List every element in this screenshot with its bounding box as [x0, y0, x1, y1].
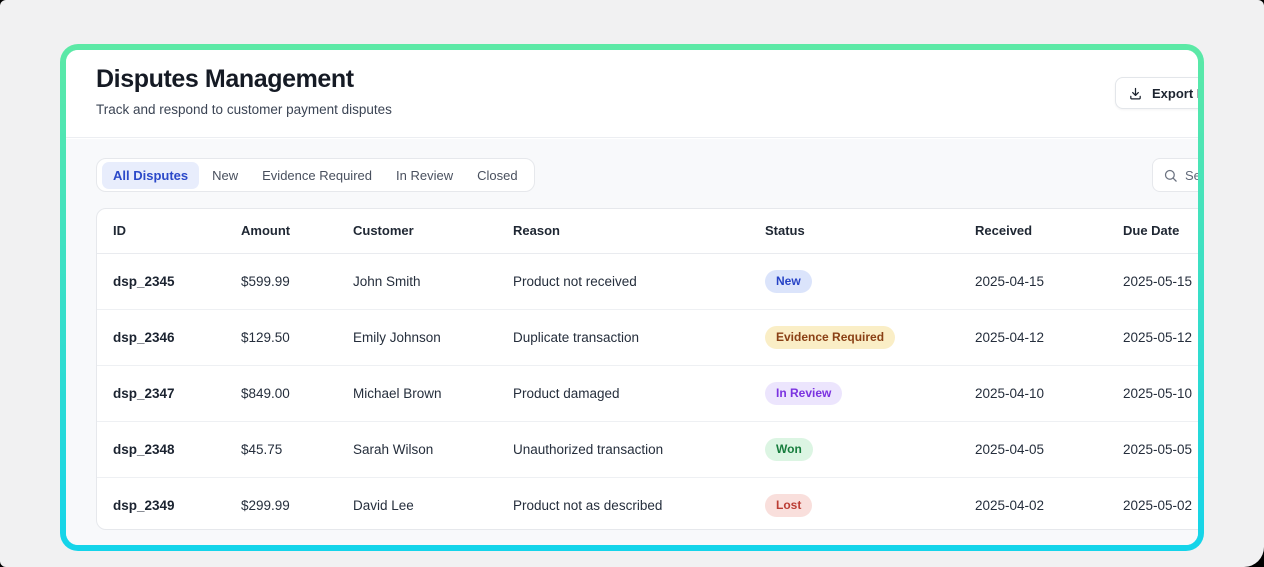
column-header-due-date: Due Date: [1107, 209, 1198, 254]
due-date-cell: 2025-05-10: [1107, 365, 1198, 422]
status-cell: Won: [749, 421, 959, 478]
customer-cell: Sarah Wilson: [337, 421, 497, 478]
gradient-frame: Disputes Management Track and respond to…: [60, 44, 1204, 551]
amount-cell: $849.00: [225, 365, 337, 422]
amount-cell: $299.99: [241, 497, 290, 513]
due-date-cell: 2025-05-02: [1123, 497, 1193, 513]
status-cell: Lost: [749, 477, 959, 529]
column-header-status: Status: [749, 209, 959, 254]
status-cell: In Review: [749, 365, 959, 422]
dispute-id-cell: dsp_2348: [97, 421, 225, 478]
search-box[interactable]: [1152, 158, 1198, 192]
tab-new[interactable]: New: [212, 167, 239, 183]
dispute-id-cell: dsp_2346: [97, 309, 225, 366]
amount-cell: $599.99: [225, 253, 337, 310]
disputes-table-card: ID Amount Customer Reason Status Received Due …: [96, 208, 1198, 530]
table-row[interactable]: dsp_2346 $129.50 Emily Johnson Duplicate tr…: [97, 309, 1198, 366]
received-cell: 2025-04-05: [959, 421, 1107, 478]
status-badge: New: [765, 269, 812, 293]
export-report-label: Export Report: [1152, 85, 1198, 101]
table-row[interactable]: dsp_2347 $849.00 Michael Brown Product dama…: [97, 365, 1198, 422]
disputes-table: ID Amount Customer Reason Status Received Due …: [97, 209, 1198, 529]
page-title: Disputes Management: [96, 65, 354, 93]
column-header-reason: Reason: [497, 209, 749, 254]
table-row[interactable]: dsp_2345 $599.99 John Smith Product not rec…: [97, 253, 1198, 310]
reason-cell: Product not received: [497, 253, 749, 310]
due-date-cell: 2025-05-12: [1107, 309, 1198, 366]
table-body: dsp_2345 $599.99 John Smith Product not rec…: [97, 253, 1198, 529]
dispute-id-cell: dsp_2345: [97, 253, 225, 310]
status-cell: New: [749, 253, 959, 310]
received-cell: 2025-04-02: [975, 497, 1045, 513]
status-badge: Evidence Required: [765, 325, 896, 349]
table-row[interactable]: dsp_2348 $45.75 Sarah Wilson Unauthorized t…: [97, 421, 1198, 478]
column-header-received: Received: [959, 209, 1107, 254]
column-header-customer: Customer: [337, 209, 497, 254]
amount-cell: $129.50: [225, 309, 337, 366]
tabs-list: All Disputes New Evidence Required In Revie…: [96, 158, 535, 192]
download-icon: [1128, 86, 1143, 101]
due-date-cell: 2025-05-15: [1107, 253, 1198, 310]
customer-cell: Michael Brown: [337, 365, 497, 422]
status-badge: Lost: [765, 493, 813, 517]
table-row[interactable]: dsp_2349 $299.99 David Lee Product not as d…: [97, 477, 1198, 529]
due-date-cell: 2025-05-05: [1107, 421, 1198, 478]
page-subtitle: Track and respond to customer payment di…: [96, 102, 392, 117]
customer-cell: Emily Johnson: [337, 309, 497, 366]
tab-all-disputes[interactable]: All Disputes: [102, 161, 200, 189]
dispute-id-cell: dsp_2347: [97, 365, 225, 422]
tab-evidence-required[interactable]: Evidence Required: [262, 167, 372, 183]
status-cell: Evidence Required: [749, 309, 959, 366]
status-badge: In Review: [765, 381, 843, 405]
column-header-amount: Amount: [225, 209, 337, 254]
reason-cell: Duplicate transaction: [497, 309, 749, 366]
search-icon: [1163, 168, 1178, 183]
dispute-id-cell: dsp_2349: [113, 497, 175, 513]
received-cell: 2025-04-10: [959, 365, 1107, 422]
app-header: Disputes Management Track and respond to…: [66, 50, 1198, 138]
app-body: All Disputes New Evidence Required In Revie…: [66, 139, 1198, 545]
received-cell: 2025-04-12: [959, 309, 1107, 366]
search-input[interactable]: [1185, 167, 1198, 183]
amount-cell: $45.75: [225, 421, 337, 478]
reason-cell: Product not as described: [513, 497, 663, 513]
table-header-row: ID Amount Customer Reason Status Received Due …: [97, 209, 1198, 254]
reason-cell: Unauthorized transaction: [497, 421, 749, 478]
customer-cell: David Lee: [353, 497, 414, 513]
customer-cell: John Smith: [337, 253, 497, 310]
export-report-button[interactable]: Export Report: [1115, 77, 1198, 109]
tab-in-review[interactable]: In Review: [396, 167, 454, 183]
status-badge: Won: [765, 437, 813, 461]
received-cell: 2025-04-15: [959, 253, 1107, 310]
reason-cell: Product damaged: [497, 365, 749, 422]
disputes-app-window: Disputes Management Track and respond to…: [66, 50, 1198, 545]
column-header-id: ID: [97, 209, 225, 254]
tab-closed[interactable]: Closed: [477, 167, 518, 183]
